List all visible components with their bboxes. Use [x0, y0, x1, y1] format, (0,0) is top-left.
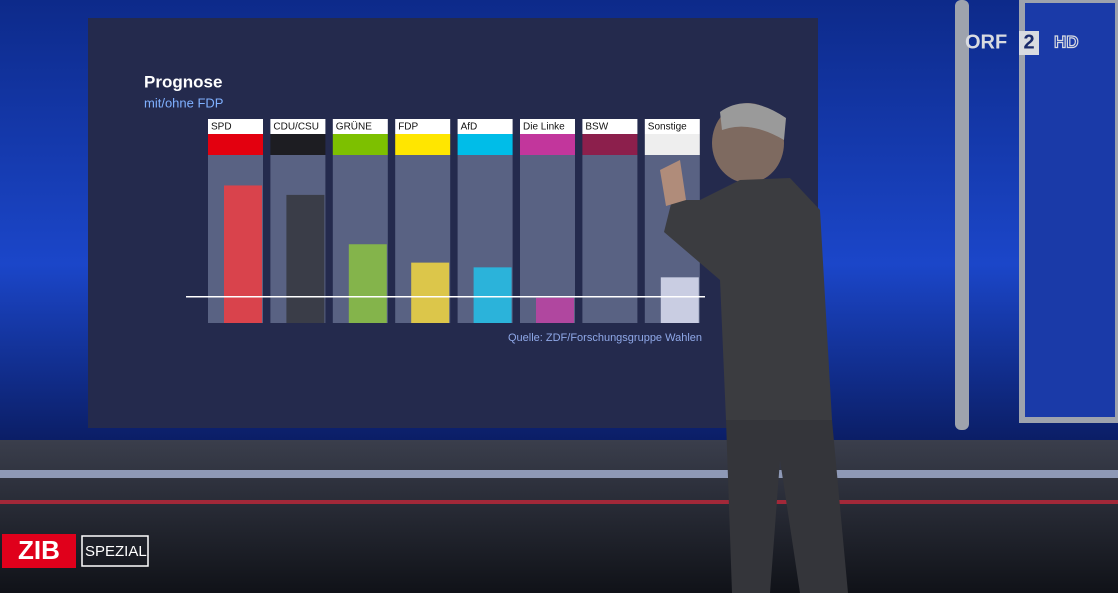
side-screen — [1019, 0, 1118, 423]
bar — [224, 185, 262, 323]
floor-light — [0, 470, 1118, 478]
bar — [348, 244, 387, 323]
party-color — [270, 134, 326, 155]
party-color — [332, 134, 388, 155]
channel-name: ORF — [965, 31, 1007, 53]
label-box — [644, 119, 700, 134]
plot: SPD CDU/CSU GRÜNE FDP AfD Die Linke BSW Sonstig… — [186, 119, 705, 323]
party-color — [520, 134, 575, 155]
channel-quality: HD — [1054, 32, 1079, 51]
x-tick-label: Sonstige — [648, 122, 687, 133]
label-box — [520, 119, 575, 134]
chart-subtitle: mit/ohne FDP — [144, 95, 223, 110]
party-color — [457, 134, 513, 155]
bar — [536, 297, 574, 323]
x-tick-label: GRÜNE — [336, 121, 372, 133]
floor-light-red — [0, 500, 1118, 504]
x-tick-label: AfD — [461, 122, 478, 133]
label-box — [582, 119, 638, 134]
x-tick-label: SPD — [211, 122, 232, 133]
channel-number: 2 — [1023, 31, 1034, 53]
pillar — [955, 0, 969, 430]
show-logo: ZIB SPEZIAL — [2, 534, 149, 568]
x-tick-label: CDU/CSU — [273, 122, 319, 133]
x-tick-label: BSW — [585, 122, 608, 133]
show-suffix: SPEZIAL — [85, 543, 147, 560]
label-box — [395, 119, 451, 134]
column-bg — [520, 155, 575, 323]
x-tick-label: FDP — [398, 122, 418, 133]
label-box — [270, 119, 326, 134]
party-color — [208, 134, 263, 155]
label-box — [332, 119, 388, 134]
party-color — [644, 134, 700, 155]
channel-logo: ORF 2 HD — [965, 31, 1079, 55]
label-box — [208, 119, 263, 134]
show-name: ZIB — [18, 535, 60, 565]
bar — [660, 277, 699, 323]
source: Quelle: ZDF/Forschungsgruppe Wahlen — [508, 332, 702, 344]
label-box — [457, 119, 513, 134]
column-bg — [582, 155, 638, 323]
chart-title: Prognose — [144, 72, 222, 91]
show-suffix-box — [81, 535, 149, 567]
studio-floor — [0, 440, 1118, 593]
bar — [473, 267, 512, 323]
bar — [286, 194, 325, 323]
x-tick-label: Die Linke — [523, 122, 565, 133]
bar — [411, 262, 450, 323]
presenter — [660, 103, 848, 593]
party-color — [395, 134, 451, 155]
party-color — [582, 134, 638, 155]
show-logo-box — [2, 534, 76, 568]
channel-number-box — [1019, 31, 1039, 55]
